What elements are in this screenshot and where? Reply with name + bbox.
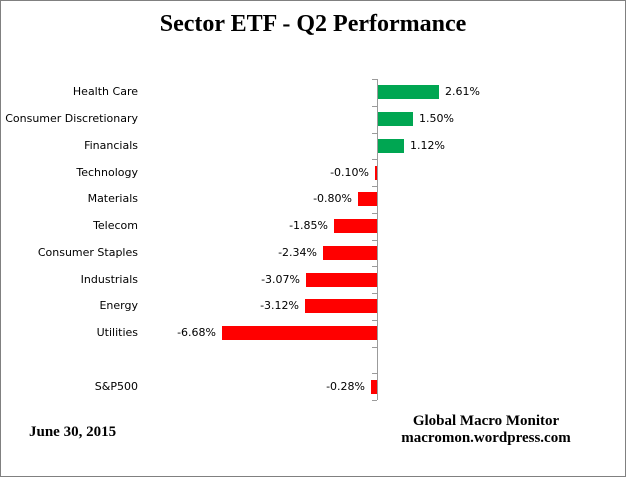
value-label: 1.12% — [410, 138, 445, 152]
axis-tick — [372, 159, 377, 161]
category-label: Consumer Staples — [37, 245, 138, 259]
bar — [334, 219, 377, 233]
value-label: -3.12% — [260, 299, 299, 313]
bar — [378, 112, 413, 126]
bar — [358, 192, 377, 206]
bar — [323, 246, 377, 260]
value-label: -0.80% — [313, 192, 352, 206]
category-label: Health Care — [72, 85, 138, 99]
axis-tick — [372, 239, 377, 241]
bar — [378, 139, 404, 153]
date-label: June 30, 2015 — [29, 424, 117, 440]
value-label: -2.34% — [278, 245, 317, 259]
category-label: Utilities — [96, 326, 138, 340]
axis-tick — [372, 105, 377, 107]
bar — [375, 166, 377, 180]
category-label: Consumer Discretionary — [5, 112, 138, 126]
category-label: Materials — [87, 192, 138, 206]
axis-tick — [372, 186, 377, 187]
value-label: -1.85% — [289, 219, 328, 233]
category-label: Telecom — [93, 219, 138, 233]
value-label: -6.68% — [177, 326, 216, 340]
axis-tick — [372, 212, 377, 214]
value-label: -0.28% — [326, 379, 365, 393]
axis-tick — [372, 132, 377, 134]
axis-tick — [372, 266, 377, 268]
axis-tick — [372, 319, 377, 321]
bar — [222, 326, 377, 340]
attribution: Global Macro Monitor macromon.wordpress.… — [346, 413, 625, 447]
bar — [371, 380, 377, 394]
category-label: Technology — [76, 165, 138, 179]
axis-tick — [372, 346, 377, 348]
axis-tick — [372, 293, 377, 294]
category-label: Energy — [99, 299, 138, 313]
value-label: -3.07% — [261, 272, 300, 286]
bar — [306, 273, 377, 287]
axis-tick — [372, 79, 377, 80]
attribution-url: macromon.wordpress.com — [401, 430, 571, 446]
category-label: Industrials — [80, 272, 138, 286]
value-label: 1.50% — [419, 112, 454, 126]
axis-tick — [372, 373, 377, 375]
category-label: Financials — [84, 138, 138, 152]
chart-title: Sector ETF - Q2 Performance — [159, 11, 467, 37]
category-axis — [377, 79, 378, 400]
bar — [305, 299, 377, 313]
value-label: -0.10% — [330, 165, 369, 179]
axis-tick — [372, 400, 377, 401]
attribution-source: Global Macro Monitor — [412, 413, 560, 429]
bar — [378, 85, 439, 99]
category-label: S&P500 — [94, 379, 138, 393]
value-label: 2.61% — [445, 85, 480, 99]
